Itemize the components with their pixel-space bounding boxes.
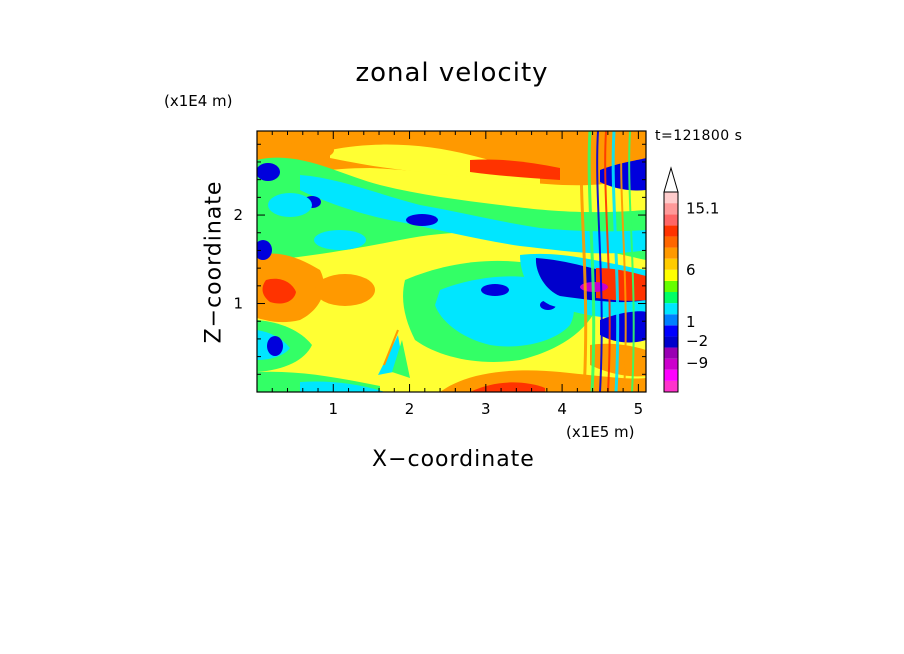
colorbar-swatch: [664, 258, 678, 270]
colorbar-swatch: [664, 347, 678, 359]
x-tick-label: 1: [329, 400, 339, 418]
bottom-red-patch: [470, 382, 545, 392]
colorbar-swatch: [664, 336, 678, 348]
x-tick-label: 4: [557, 400, 567, 418]
colorbar-swatch: [664, 314, 678, 326]
left-blue-eddy-1: [257, 163, 280, 181]
colorbar-label: 1: [686, 313, 696, 331]
colorbar-label: −9: [686, 354, 708, 372]
y-axis-ticks: 12: [233, 143, 646, 375]
time-label: t=121800 s: [655, 128, 743, 144]
y-tick-label: 1: [233, 295, 243, 313]
x-axis-title: X−coordinate: [372, 447, 535, 472]
central-blue-blob-2: [406, 214, 438, 226]
colorbar-frame: [663, 191, 679, 393]
colorbar-swatch: [664, 369, 678, 381]
colorbar-swatch: [664, 380, 678, 392]
left-cyan-eddy-2: [314, 230, 366, 250]
upper-cyan-band: [300, 175, 646, 254]
left-orange-eddy-2: [286, 140, 334, 160]
colorbar-label: 6: [686, 261, 696, 279]
colorbar-swatch: [664, 192, 678, 204]
colorbar-swatch: [664, 247, 678, 259]
colorbar-swatch: [664, 269, 678, 281]
x-tick-label: 2: [405, 400, 415, 418]
colorbar-swatch: [664, 292, 678, 304]
colorbar-swatch: [664, 225, 678, 237]
colorbar-label: 15.1: [686, 200, 719, 218]
colorbar-cap: [663, 166, 679, 193]
x-axis-scale-label: (x1E5 m): [566, 423, 635, 441]
colorbar-swatch: [664, 203, 678, 215]
left-blue-eddy-2: [257, 240, 272, 260]
left-orange-eddy-1: [315, 274, 375, 306]
colorbar-swatch: [664, 303, 678, 315]
colorbar-swatch: [664, 214, 678, 226]
x-tick-label: 5: [634, 400, 644, 418]
upper-red-streak: [470, 159, 560, 180]
y-tick-label: 2: [233, 206, 243, 224]
upper-yellow-lens: [330, 144, 540, 186]
central-blue-blob-1: [481, 284, 509, 296]
colorbar-swatch: [664, 280, 678, 292]
right-upper-blue: [600, 158, 646, 191]
left-cyan-eddy-1: [268, 193, 312, 217]
chart-title: zonal velocity: [355, 58, 549, 88]
plot-frame: [256, 130, 647, 393]
z-axis-scale-label: (x1E4 m): [164, 92, 233, 110]
colorbar-swatch: [664, 358, 678, 370]
v-feature: [378, 329, 410, 378]
colorbar-label: −2: [686, 332, 708, 350]
contour-field: [257, 131, 646, 392]
left-red-patch: [262, 278, 296, 304]
left-blue-eddy-3: [267, 336, 283, 356]
colorbar-swatch: [664, 325, 678, 337]
x-axis-ticks: 1 2 3 4 5: [271, 131, 644, 418]
wave-bands: [579, 131, 635, 392]
x-tick-label: 3: [481, 400, 491, 418]
colorbar-swatch: [664, 236, 678, 248]
colorbar: 15.1 6 1−2 −9: [663, 166, 719, 393]
